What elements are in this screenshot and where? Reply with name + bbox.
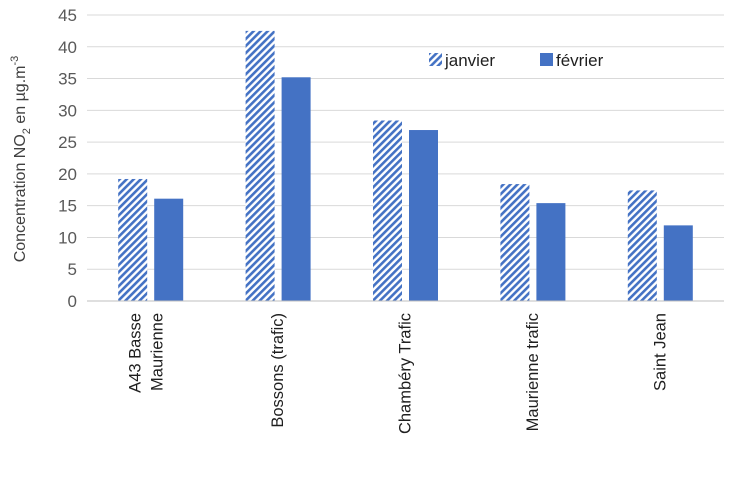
legend: janvier février <box>429 51 604 70</box>
y-tick-label: 25 <box>58 133 77 152</box>
x-tick-label: Bossons (trafic) <box>269 313 287 428</box>
legend-swatch-fevrier <box>540 53 553 66</box>
x-category-label: Maurienne trafic <box>524 313 542 431</box>
bar-fevrier <box>409 130 438 301</box>
y-axis-label-superscript: -3 <box>9 56 21 66</box>
x-tick-label: Saint Jean <box>651 313 669 391</box>
y-tick-label: 45 <box>58 6 77 25</box>
y-tick-label: 40 <box>58 38 77 57</box>
x-tick-label: A43 Basse <box>127 313 145 393</box>
x-category-label: Saint Jean <box>651 313 669 391</box>
x-tick-label: Chambéry Trafic <box>397 313 415 434</box>
x-tick-label: Maurienne <box>149 313 167 391</box>
x-category-label: Chambéry Trafic <box>397 313 415 434</box>
bar-janvier <box>118 178 148 301</box>
x-category-label: A43 Basse Maurienne <box>127 313 167 393</box>
y-axis-label-main: Concentration NO <box>12 134 29 262</box>
bar-fevrier <box>536 203 566 301</box>
legend-label-fevrier: février <box>556 51 604 70</box>
bar-fevrier <box>281 77 311 301</box>
bar-janvier <box>627 190 657 301</box>
y-tick-label: 0 <box>68 292 77 311</box>
x-category-label: Bossons (trafic) <box>269 313 287 428</box>
y-axis-label-unit: en µg.m <box>12 66 29 129</box>
gridlines <box>87 14 724 270</box>
bar-fevrier <box>154 198 184 301</box>
y-tick-label: 15 <box>58 197 77 216</box>
bar-janvier <box>500 184 530 301</box>
legend-swatch-janvier <box>429 53 442 66</box>
y-tick-label: 30 <box>58 101 77 120</box>
y-axis-label: Concentration NO2 en µg.m-3 <box>9 56 33 263</box>
bars <box>118 30 693 302</box>
bar-janvier <box>245 30 275 302</box>
y-axis: 0 5 10 15 20 25 30 35 40 45 <box>58 6 77 311</box>
svg-text:Concentration NO2 en µg.m-3: Concentration NO2 en µg.m-3 <box>9 56 33 263</box>
x-tick-label: Maurienne trafic <box>524 313 542 431</box>
y-tick-label: 20 <box>58 165 77 184</box>
y-tick-label: 10 <box>58 228 77 247</box>
legend-label-janvier: janvier <box>444 51 495 70</box>
bar-janvier <box>373 120 402 301</box>
x-axis: A43 Basse Maurienne Bossons (trafic) Chambé… <box>87 300 724 434</box>
y-axis-label-subscript: 2 <box>21 128 33 134</box>
y-tick-label: 35 <box>58 70 77 89</box>
y-tick-label: 5 <box>68 260 77 279</box>
bar-fevrier <box>663 225 693 301</box>
